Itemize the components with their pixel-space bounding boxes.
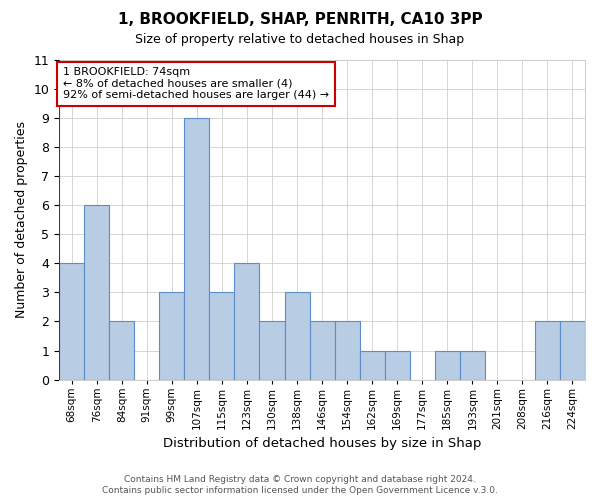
X-axis label: Distribution of detached houses by size in Shap: Distribution of detached houses by size … bbox=[163, 437, 481, 450]
Bar bbox=[560, 322, 585, 380]
Bar bbox=[310, 322, 335, 380]
Bar bbox=[160, 292, 184, 380]
Bar bbox=[435, 350, 460, 380]
Bar bbox=[460, 350, 485, 380]
Text: 1, BROOKFIELD, SHAP, PENRITH, CA10 3PP: 1, BROOKFIELD, SHAP, PENRITH, CA10 3PP bbox=[118, 12, 482, 28]
Bar bbox=[209, 292, 235, 380]
Bar bbox=[284, 292, 310, 380]
Text: Size of property relative to detached houses in Shap: Size of property relative to detached ho… bbox=[136, 32, 464, 46]
Bar bbox=[235, 264, 259, 380]
Text: 1 BROOKFIELD: 74sqm
← 8% of detached houses are smaller (4)
92% of semi-detached: 1 BROOKFIELD: 74sqm ← 8% of detached hou… bbox=[63, 68, 329, 100]
Bar bbox=[335, 322, 359, 380]
Bar bbox=[359, 350, 385, 380]
Text: Contains public sector information licensed under the Open Government Licence v.: Contains public sector information licen… bbox=[102, 486, 498, 495]
Y-axis label: Number of detached properties: Number of detached properties bbox=[15, 122, 28, 318]
Bar bbox=[184, 118, 209, 380]
Bar bbox=[385, 350, 410, 380]
Bar bbox=[59, 264, 84, 380]
Text: Contains HM Land Registry data © Crown copyright and database right 2024.: Contains HM Land Registry data © Crown c… bbox=[124, 475, 476, 484]
Bar bbox=[84, 206, 109, 380]
Bar bbox=[259, 322, 284, 380]
Bar bbox=[535, 322, 560, 380]
Bar bbox=[109, 322, 134, 380]
